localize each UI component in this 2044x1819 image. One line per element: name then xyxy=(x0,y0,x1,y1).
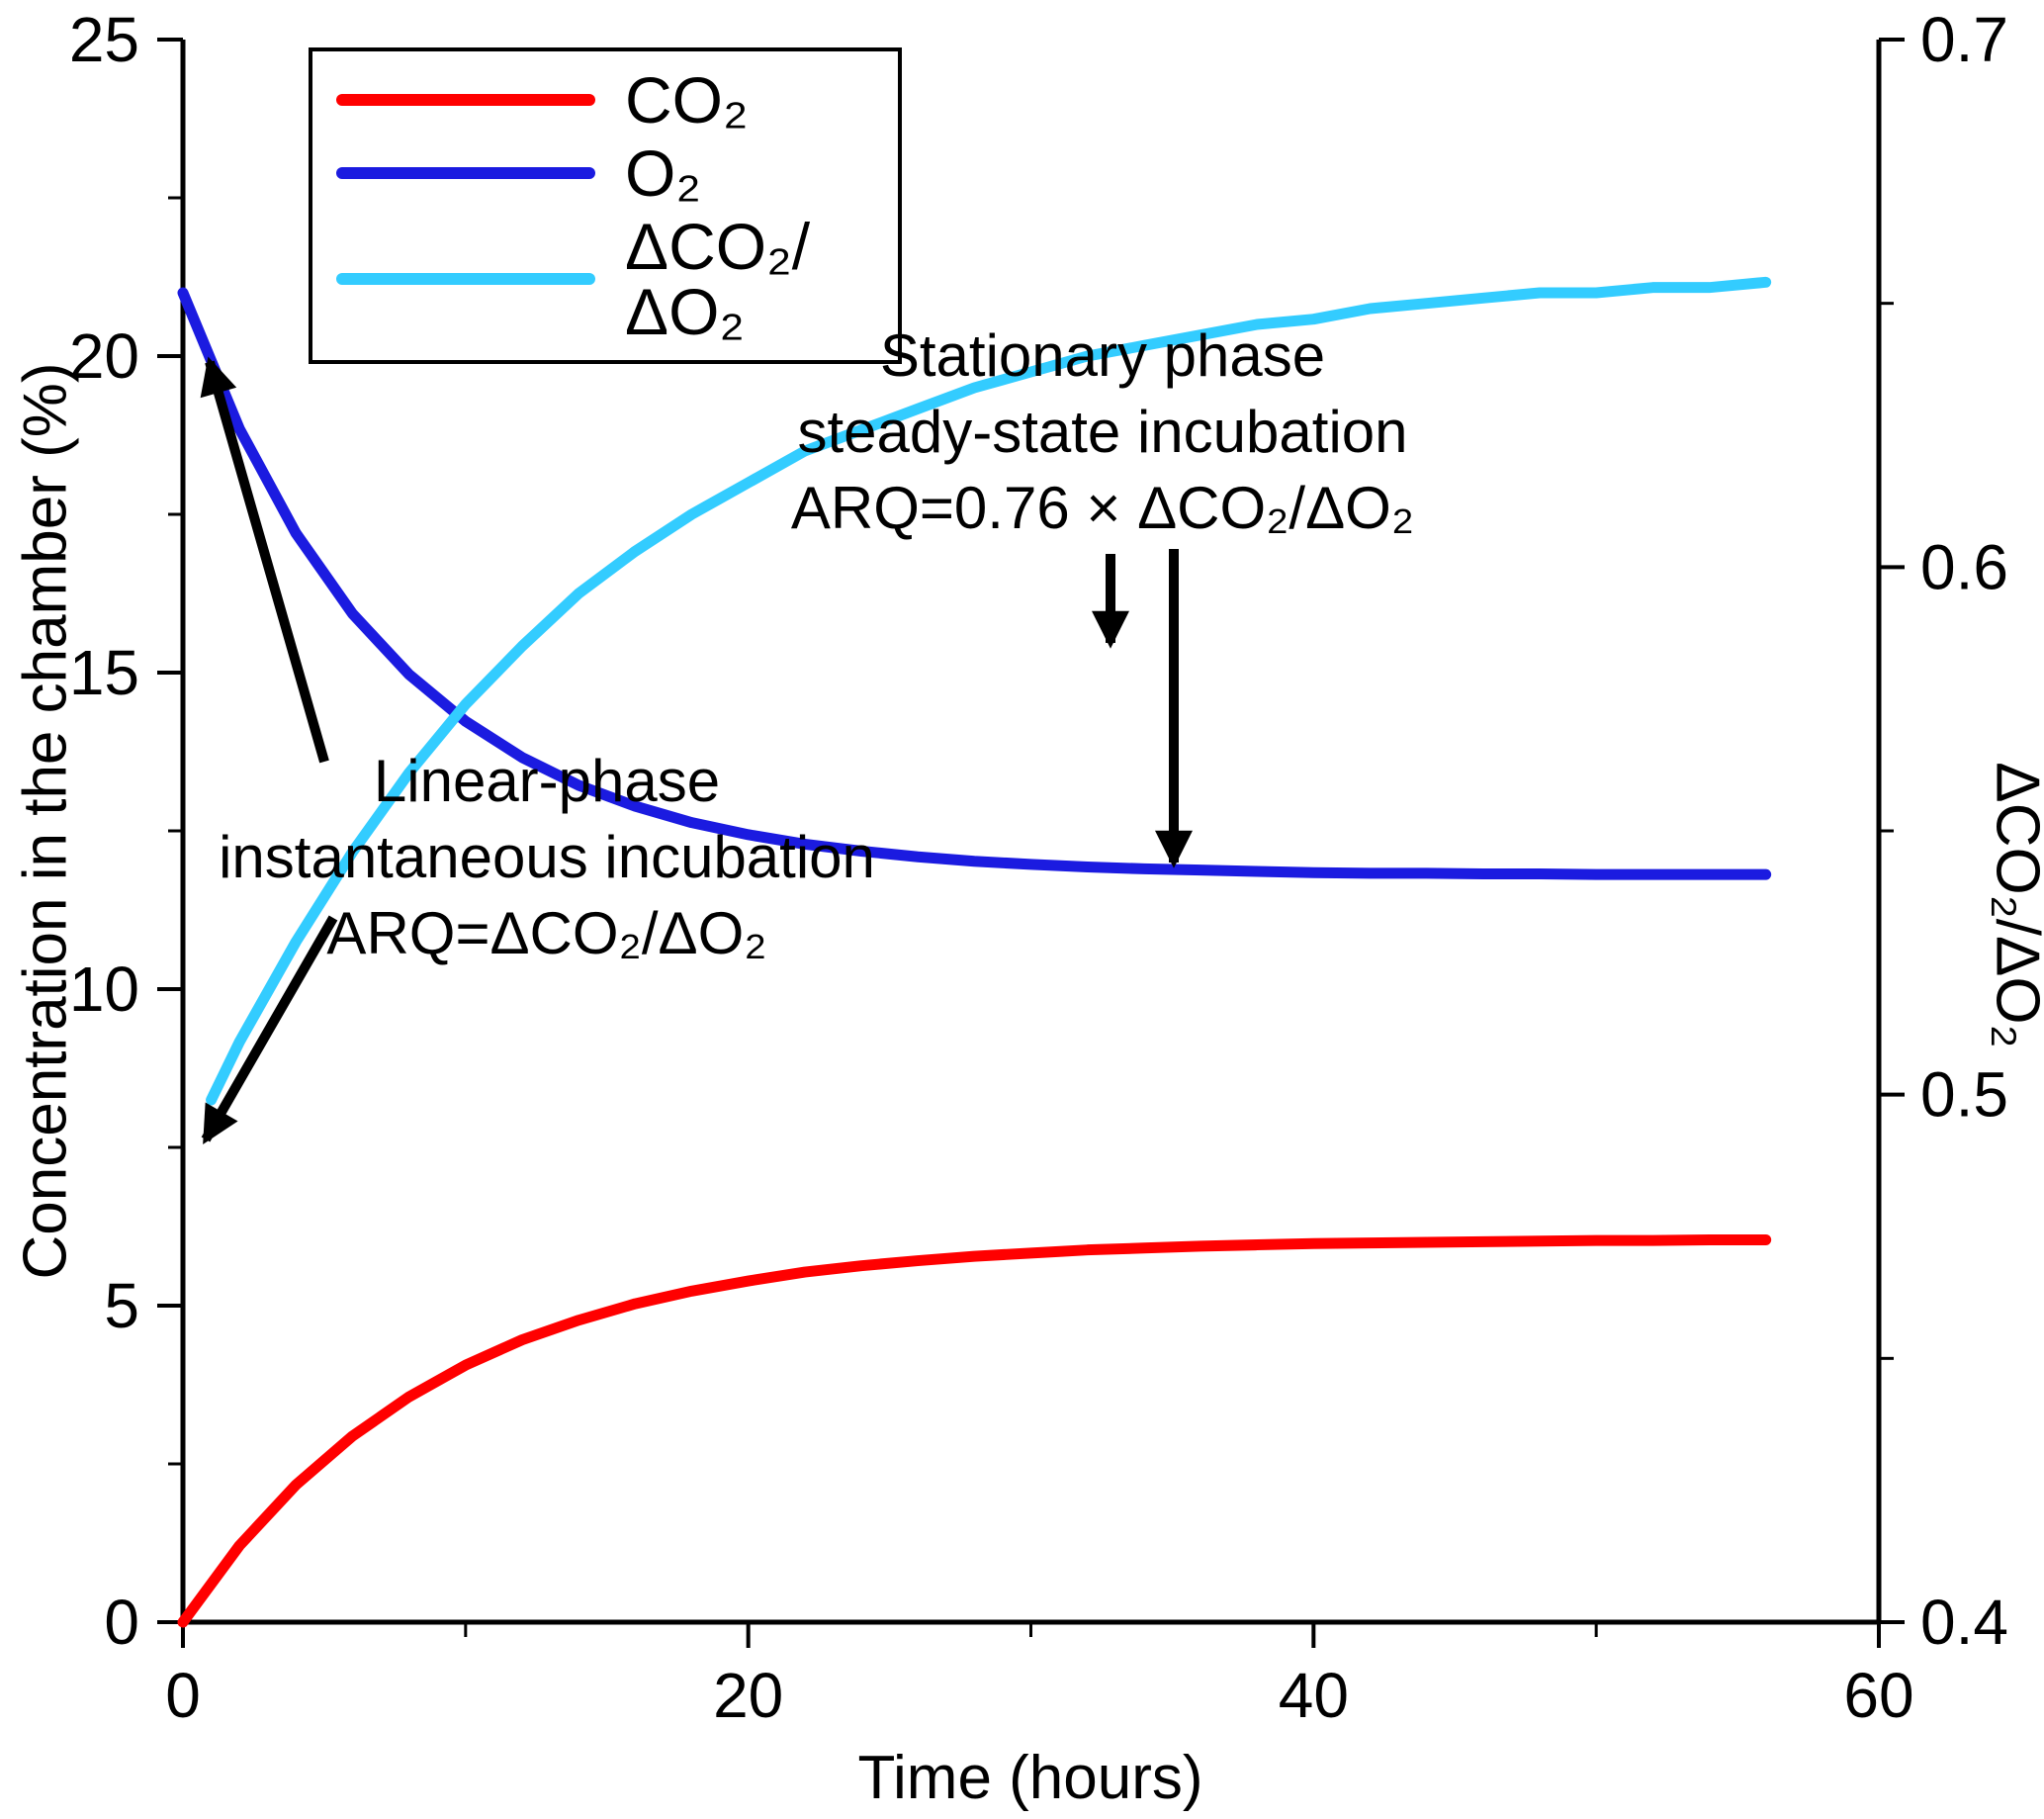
x-axis-label: Time (hours) xyxy=(857,1744,1203,1812)
y-right-tick-label: 0.5 xyxy=(1920,1059,2008,1131)
annotation-linear-line2: instantaneous incubation xyxy=(219,823,875,890)
y-left-tick-label: 25 xyxy=(69,4,139,75)
annotation-stationary-line3: ARQ=0.76 × ΔCO₂/ΔO₂ xyxy=(790,474,1415,541)
y-left-tick-label: 10 xyxy=(69,954,139,1025)
y-right-tick-label: 0.7 xyxy=(1920,4,2008,75)
y-right-tick-label: 0.6 xyxy=(1920,531,2008,602)
y-axis-label-left: Concentration in the chamber (%) xyxy=(11,362,80,1280)
x-tick-label: 40 xyxy=(1279,1660,1349,1731)
y-left-tick-label: 15 xyxy=(69,637,139,708)
legend-item-co2: CO₂ xyxy=(336,67,898,133)
legend-item-o2: O₂ xyxy=(336,140,898,206)
annotation-linear-line3: ARQ=ΔCO₂/ΔO₂ xyxy=(326,899,767,966)
y-left-tick-label: 5 xyxy=(104,1270,139,1341)
o2-curve xyxy=(177,287,1772,880)
y-right-tick-label: 0.4 xyxy=(1920,1587,2008,1658)
x-tick-label: 20 xyxy=(713,1660,783,1731)
annotation-linear-line1: Linear-phase xyxy=(373,748,721,814)
arrow-linear-to-co2-start xyxy=(201,915,338,1144)
o2-line-swatch xyxy=(336,167,595,179)
x-tick-label: 60 xyxy=(1843,1660,1913,1731)
y-axis-label-right: ΔCO₂/ΔO₂ xyxy=(1983,762,2044,1048)
annotation-stationary-line2: steady-state incubation xyxy=(797,398,1408,465)
annotation-linear: Linear-phase instantaneous incubation AR… xyxy=(219,744,875,971)
co2-curve xyxy=(177,1233,1772,1628)
ratio-line-swatch xyxy=(336,273,595,285)
annotation-stationary-line1: Stationary phase xyxy=(879,322,1326,389)
y-left-tick-label: 0 xyxy=(104,1587,139,1658)
x-tick-label: 0 xyxy=(165,1660,201,1731)
y-left-tick-label: 20 xyxy=(69,320,139,392)
annotation-stationary: Stationary phase steady-state incubation… xyxy=(791,318,1414,546)
legend: CO₂ O₂ ΔCO₂/ΔO₂ xyxy=(309,47,902,364)
co2-line-swatch xyxy=(336,94,595,106)
arrow-linear-to-o2-start xyxy=(200,356,329,764)
legend-item-ratio: ΔCO₂/ΔO₂ xyxy=(336,214,898,344)
ratio-curve xyxy=(206,276,1772,1106)
legend-label-o2: O₂ xyxy=(625,136,701,210)
legend-label-ratio: ΔCO₂/ΔO₂ xyxy=(625,210,811,348)
legend-label-co2: CO₂ xyxy=(625,63,749,136)
